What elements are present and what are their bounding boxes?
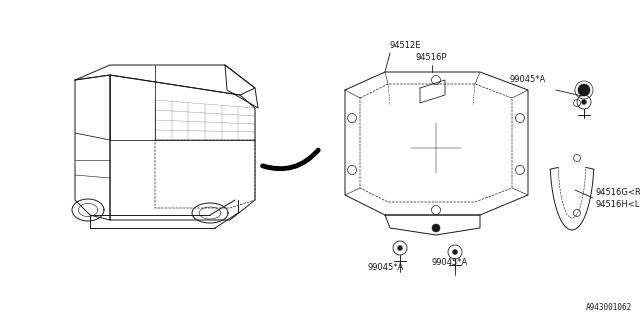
- Text: 94512E: 94512E: [390, 41, 422, 50]
- Circle shape: [582, 100, 586, 105]
- Text: 94516H<LH>: 94516H<LH>: [595, 200, 640, 209]
- Text: 94516P: 94516P: [415, 53, 447, 62]
- Text: 94516G<RH>: 94516G<RH>: [595, 188, 640, 197]
- Text: A943001062: A943001062: [586, 303, 632, 312]
- Text: 99045*A: 99045*A: [432, 258, 468, 267]
- Circle shape: [432, 224, 440, 232]
- Circle shape: [452, 250, 458, 254]
- FancyArrowPatch shape: [262, 150, 318, 169]
- Text: 99045*A: 99045*A: [510, 75, 547, 84]
- Circle shape: [397, 245, 403, 251]
- Text: 99045*A: 99045*A: [368, 263, 404, 272]
- Circle shape: [578, 84, 590, 96]
